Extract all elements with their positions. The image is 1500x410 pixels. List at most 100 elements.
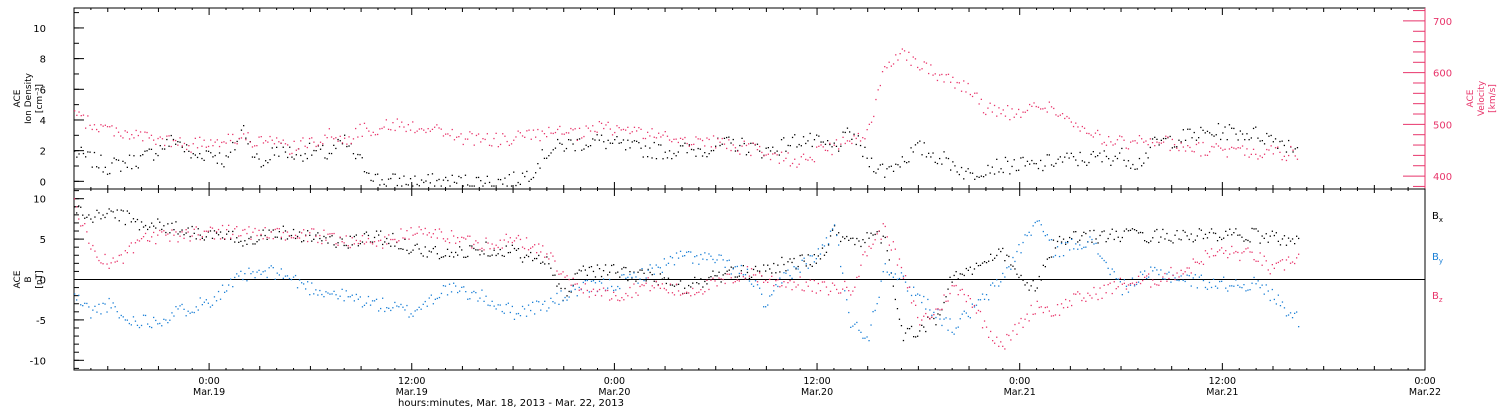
density-point	[515, 184, 517, 187]
bz-point	[813, 279, 815, 282]
velocity-point	[1075, 122, 1077, 124]
velocity-point	[754, 143, 756, 146]
by-point	[613, 289, 615, 292]
bx-point	[783, 263, 785, 266]
bx-point	[213, 230, 216, 232]
bx-point	[149, 226, 151, 228]
bx-point	[179, 231, 181, 233]
bx-point	[130, 221, 132, 223]
bz-point	[619, 300, 621, 302]
density-point	[688, 144, 690, 146]
bz-point	[623, 299, 625, 301]
bx-point	[1206, 237, 1209, 239]
by-point	[1062, 255, 1065, 257]
bz-point	[159, 229, 161, 232]
velocity-point	[789, 165, 791, 167]
by-point	[98, 303, 100, 305]
by-point	[1144, 270, 1146, 272]
bz-point	[219, 238, 222, 240]
bx-point	[1048, 257, 1050, 259]
bz-point	[621, 297, 623, 299]
by-point	[116, 311, 118, 313]
bx-point	[209, 230, 212, 232]
bx-point	[311, 240, 313, 242]
bx-point	[477, 249, 479, 251]
bz-point	[116, 260, 118, 262]
bx-point	[1247, 239, 1249, 242]
bz-point	[276, 227, 278, 230]
by-point	[821, 244, 824, 246]
velocity-point	[1112, 144, 1114, 146]
by-point	[1129, 284, 1132, 286]
by-point	[1083, 246, 1085, 248]
bx-point	[1170, 240, 1172, 242]
bz-point	[335, 243, 337, 245]
density-point	[789, 145, 791, 147]
bz-point	[1202, 263, 1205, 265]
density-point	[750, 142, 752, 144]
by-point	[120, 314, 122, 317]
bz-point	[609, 299, 611, 301]
density-point	[1151, 138, 1154, 140]
bx-point	[998, 248, 1000, 250]
by-point	[455, 285, 457, 287]
velocity-point	[1042, 108, 1044, 110]
density-point	[168, 145, 170, 147]
density-point	[188, 150, 190, 152]
velocity-point	[831, 153, 833, 156]
bz-point	[1269, 273, 1271, 275]
bx-point	[388, 242, 390, 245]
density-point	[875, 172, 877, 174]
bz-point	[355, 239, 357, 242]
density-point	[1204, 132, 1206, 134]
bx-point	[1028, 289, 1030, 291]
bx-point	[906, 327, 909, 330]
velocity-point	[532, 129, 535, 131]
bx-point	[290, 234, 293, 237]
by-point	[1127, 291, 1130, 293]
bx-point	[811, 265, 813, 267]
density-point	[480, 180, 482, 182]
bx-point	[509, 251, 511, 254]
bx-point	[1182, 229, 1184, 232]
by-point	[793, 266, 795, 268]
velocity-point	[157, 137, 159, 140]
by-point	[1038, 220, 1040, 222]
by-point	[799, 271, 801, 273]
velocity-point	[688, 145, 690, 147]
y-tick-label: 10	[33, 24, 46, 35]
by-point	[651, 267, 653, 269]
bz-point	[943, 294, 945, 296]
bz-point	[390, 238, 392, 241]
bx-point	[718, 271, 720, 273]
velocity-point	[306, 146, 308, 149]
x-tick-time: 0:00	[1009, 376, 1030, 387]
density-point	[148, 148, 150, 150]
by-point	[625, 277, 627, 279]
bx-point	[619, 276, 621, 278]
velocity-point	[374, 134, 377, 136]
bx-point	[921, 324, 923, 326]
by-point	[1285, 315, 1288, 317]
density-point	[833, 142, 835, 144]
bx-point	[282, 225, 284, 227]
by-point	[1010, 268, 1012, 270]
velocity-point	[697, 138, 699, 140]
bx-point	[489, 255, 491, 257]
by-point	[1176, 279, 1178, 281]
by-point	[1275, 303, 1277, 305]
bx-point	[450, 251, 453, 254]
x-tick-date: Mar.20	[598, 387, 630, 398]
by-point	[550, 297, 552, 299]
by-point	[1180, 275, 1182, 277]
bx-point	[1210, 228, 1213, 230]
bx-point	[1283, 235, 1286, 237]
by-point	[333, 290, 335, 292]
bx-point	[256, 241, 258, 243]
density-point	[980, 175, 982, 177]
density-point	[205, 150, 207, 152]
velocity-point	[1020, 116, 1022, 118]
bx-point	[390, 245, 392, 247]
by-point	[473, 290, 475, 293]
bz-point	[424, 227, 426, 230]
